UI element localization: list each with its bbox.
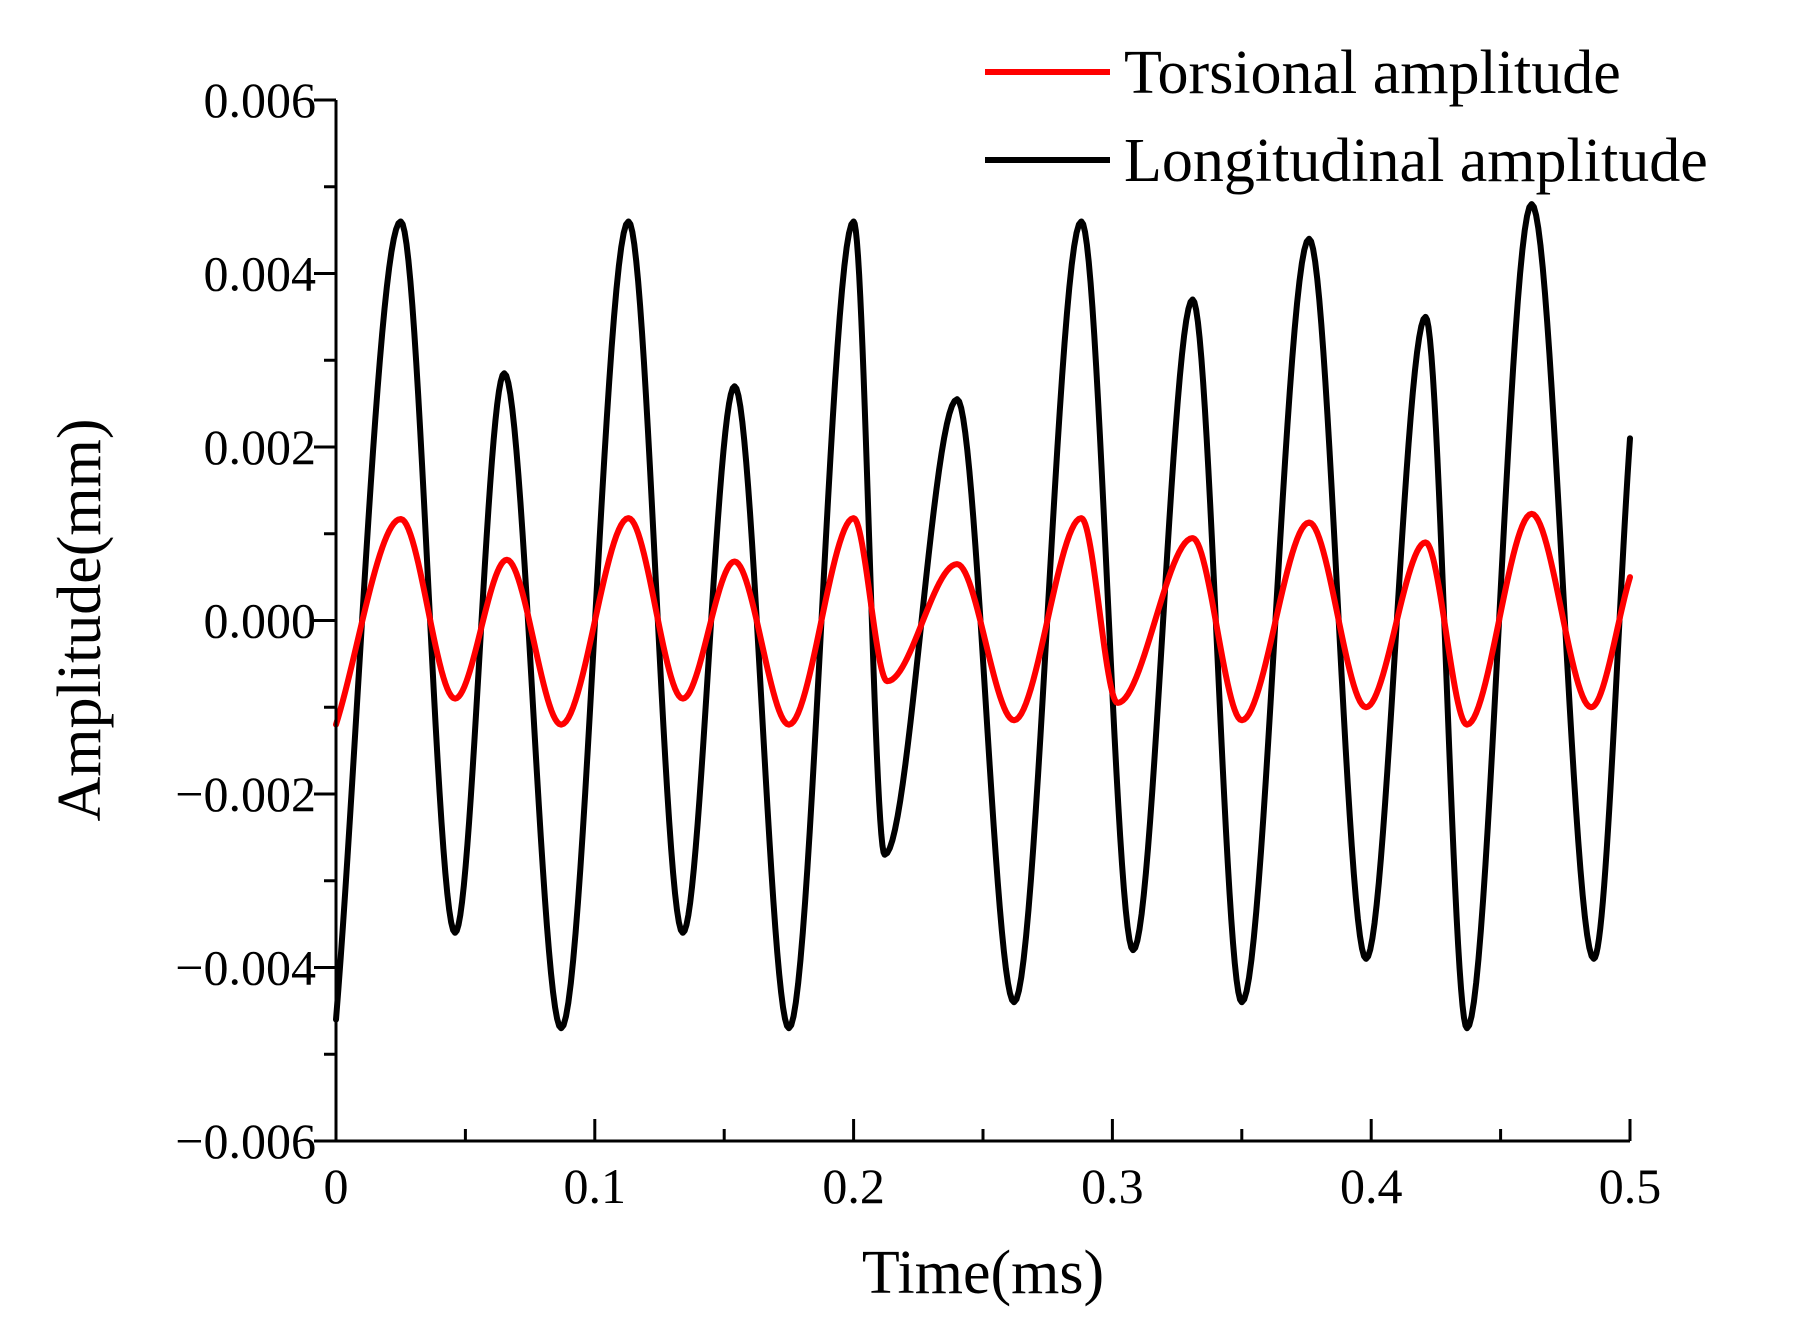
x-tick-label: 0.5 xyxy=(1599,1158,1662,1214)
x-tick-label: 0.4 xyxy=(1340,1158,1403,1214)
y-tick-label: −0.002 xyxy=(175,766,316,822)
series-line-torsional xyxy=(333,510,1633,728)
y-tick-label: 0.004 xyxy=(204,246,317,302)
plot-lines xyxy=(333,201,1633,1032)
legend-label-longitudinal: Longitudinal amplitude xyxy=(1124,127,1708,195)
x-tick-label: 0 xyxy=(324,1158,349,1214)
x-tick-label: 0.1 xyxy=(564,1158,627,1214)
legend-label-torsional: Torsional amplitude xyxy=(1124,39,1621,107)
series-line-longitudinal xyxy=(333,201,1633,1032)
x-tick-label: 0.2 xyxy=(822,1158,885,1214)
y-tick-label: −0.004 xyxy=(175,940,316,996)
legend: Torsional amplitude Longitudinal amplitu… xyxy=(985,39,1708,195)
y-tick-label: 0.002 xyxy=(204,419,317,475)
ticks xyxy=(314,98,1632,1143)
y-tick-label: 0.006 xyxy=(204,72,317,128)
x-tick-label: 0.3 xyxy=(1081,1158,1144,1214)
tick-labels: 0 0.1 0.2 0.3 0.4 0.5 0.006 0.004 0.002 0.000 −0.0… xyxy=(175,72,1661,1214)
y-tick-label: −0.006 xyxy=(175,1113,316,1169)
y-tick-label: 0.000 xyxy=(204,593,317,649)
x-axis-title: Time(ms) xyxy=(862,1239,1104,1307)
y-axis-title: Amplitude(mm) xyxy=(46,419,114,822)
